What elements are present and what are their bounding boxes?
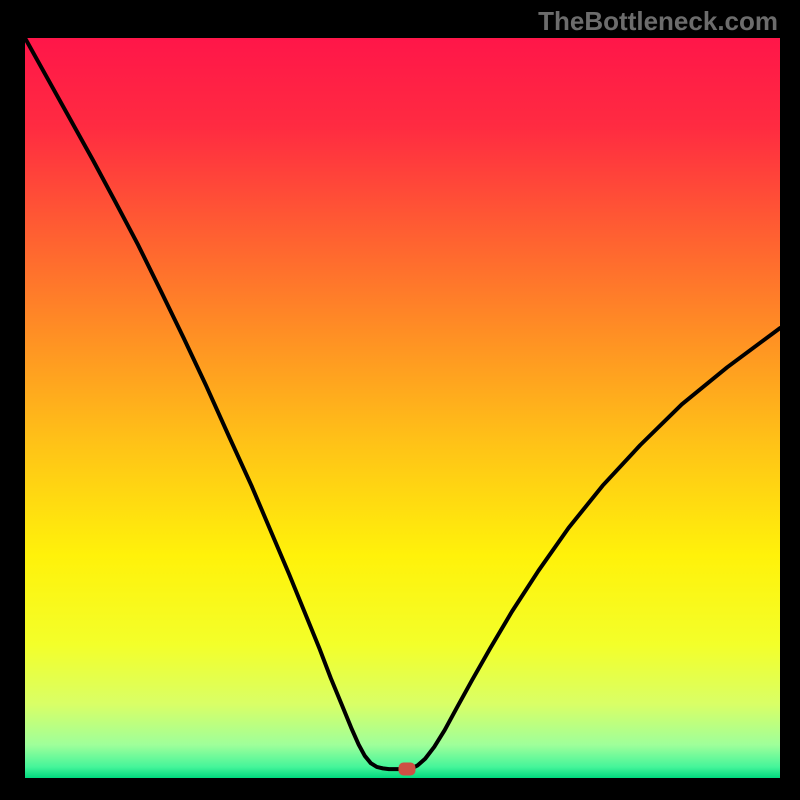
bottleneck-curve xyxy=(25,38,780,778)
curve-path xyxy=(25,38,780,769)
chart-frame xyxy=(0,0,800,800)
watermark-text: TheBottleneck.com xyxy=(538,6,778,37)
plot-area xyxy=(25,38,780,778)
chart-root: { "watermark": { "text": "TheBottleneck.… xyxy=(0,0,800,800)
min-marker xyxy=(399,763,416,776)
